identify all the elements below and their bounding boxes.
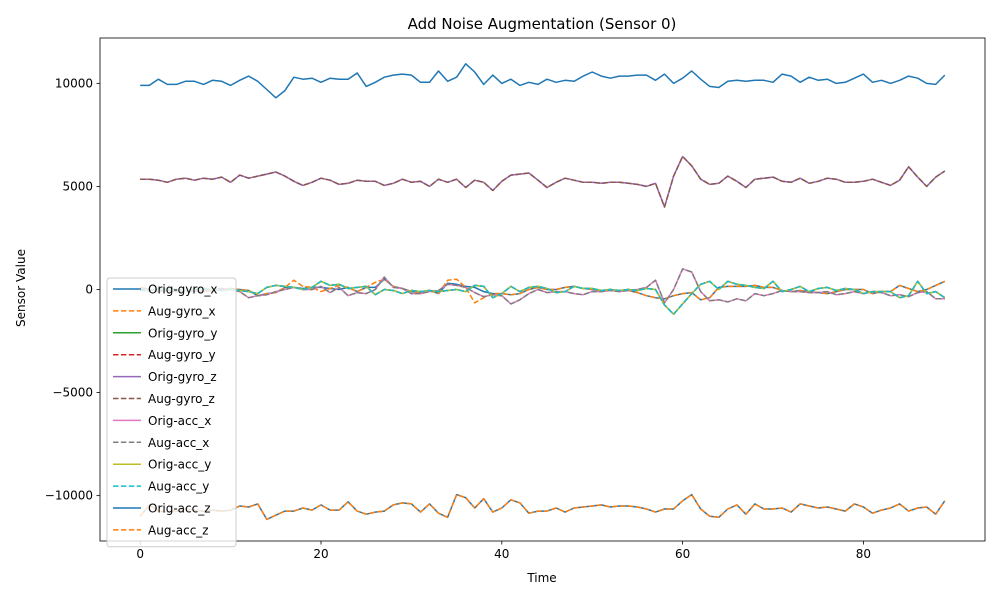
series-line-4 — [140, 155, 946, 208]
legend-label: Orig-acc_z — [148, 502, 211, 516]
legend-label: Aug-gyro_y — [148, 348, 216, 362]
y-tick-label: 10000 — [55, 76, 93, 90]
series-line-11 — [139, 493, 946, 521]
y-tick-label: −10000 — [45, 489, 93, 503]
series-line-0 — [140, 278, 946, 301]
series-line-6 — [140, 268, 945, 305]
x-tick-label: 40 — [494, 547, 509, 561]
y-tick-label: 5000 — [62, 179, 93, 193]
series-layer — [139, 63, 946, 521]
legend-label: Aug-acc_y — [148, 480, 209, 494]
series-line-12 — [140, 63, 946, 99]
chart-title: Add Noise Augmentation (Sensor 0) — [408, 15, 677, 33]
legend-label: Aug-gyro_z — [148, 392, 215, 406]
legend-label: Aug-gyro_x — [148, 304, 216, 318]
legend-box — [106, 277, 237, 548]
series-line-8 — [140, 280, 946, 315]
y-axis-label: Sensor Value — [14, 249, 28, 327]
legend-label: Orig-gyro_y — [148, 326, 218, 340]
series-line-3 — [140, 280, 946, 315]
x-tick-label: 0 — [136, 547, 144, 561]
legend-label: Orig-gyro_z — [148, 370, 217, 384]
legend-label: Orig-gyro_x — [148, 283, 218, 297]
series-line-5 — [140, 155, 946, 208]
legend: Orig-gyro_x Aug-gyro_x Orig-gyro_y Aug-gyro… — [106, 277, 237, 548]
x-axis-label: Time — [526, 571, 556, 585]
series-line-9 — [140, 280, 946, 315]
x-tick-label: 80 — [856, 547, 871, 561]
axes: 0 20 40 60 80 −10000 −5000 0 5000 10000 — [45, 37, 986, 561]
x-tick-label: 60 — [675, 547, 690, 561]
y-tick-label: 0 — [85, 283, 93, 297]
series-line-2 — [140, 280, 946, 315]
series-line-7 — [140, 268, 945, 305]
legend-label: Aug-acc_z — [148, 523, 209, 537]
legend-label: Aug-acc_x — [148, 436, 209, 450]
legend-label: Orig-acc_y — [148, 458, 211, 472]
x-tick-label: 20 — [313, 547, 328, 561]
legend-label: Orig-acc_x — [148, 414, 211, 428]
y-tick-label: −5000 — [52, 386, 93, 400]
